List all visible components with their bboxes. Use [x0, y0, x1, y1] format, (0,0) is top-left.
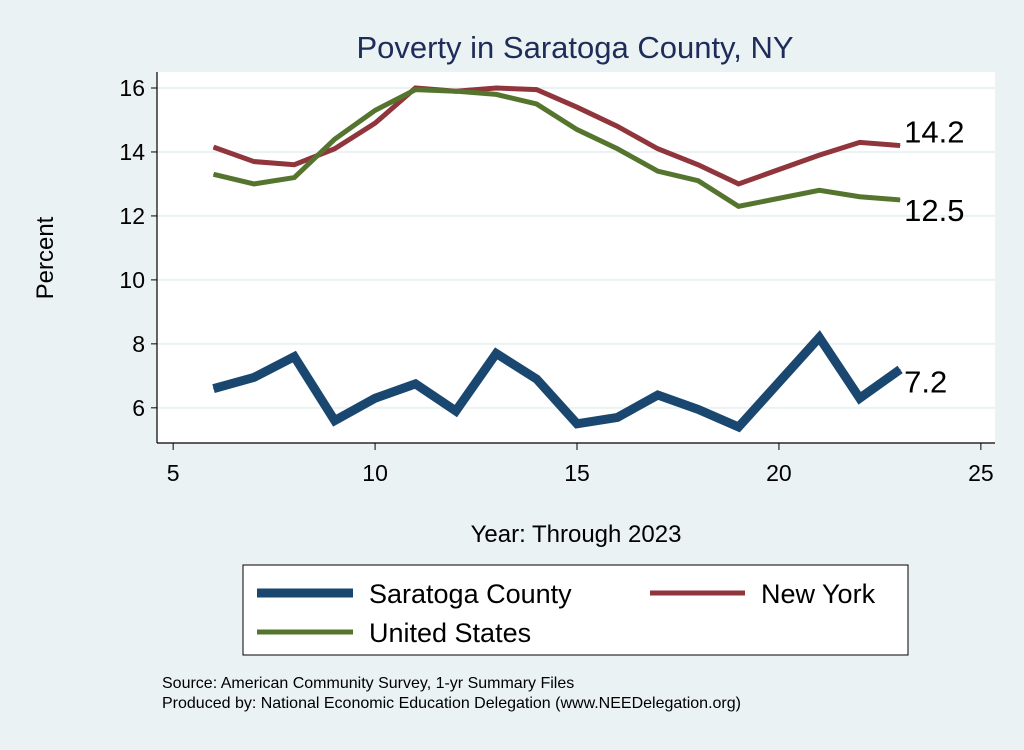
y-tick-label: 8 — [132, 331, 145, 357]
data-point-united-states — [738, 205, 740, 207]
data-point-new-york — [738, 183, 740, 185]
end-label-new-york: 14.2 — [904, 115, 964, 150]
data-point-new-york — [536, 89, 538, 91]
data-point-saratoga — [374, 397, 376, 399]
end-label-saratoga: 7.2 — [904, 364, 947, 399]
data-point-united-states — [293, 177, 295, 179]
x-tick-label: 5 — [167, 460, 180, 486]
data-point-new-york — [859, 141, 861, 143]
data-point-saratoga — [455, 410, 457, 412]
end-label-united-states: 12.5 — [904, 193, 964, 228]
data-point-united-states — [374, 109, 376, 111]
x-axis-label: Year: Through 2023 — [471, 521, 682, 548]
y-tick-label: 12 — [119, 203, 145, 229]
data-point-saratoga — [414, 383, 416, 385]
data-point-new-york — [213, 146, 215, 148]
source-note: Source: American Community Survey, 1-yr … — [162, 675, 574, 692]
data-point-united-states — [576, 129, 578, 131]
x-tick-label: 25 — [968, 460, 994, 486]
y-tick-label: 14 — [119, 139, 145, 165]
data-point-united-states — [616, 148, 618, 150]
data-point-united-states — [253, 183, 255, 185]
legend-label-saratoga: Saratoga County — [369, 579, 572, 609]
produced-note: Produced by: National Economic Education… — [162, 695, 741, 712]
data-point-new-york — [253, 161, 255, 163]
x-tick-label: 20 — [766, 460, 792, 486]
x-tick-label: 10 — [362, 460, 388, 486]
data-point-new-york — [657, 148, 659, 150]
data-point-new-york — [374, 122, 376, 124]
chart-title: Poverty in Saratoga County, NY — [356, 30, 793, 65]
data-point-united-states — [455, 90, 457, 92]
data-point-saratoga — [253, 376, 255, 378]
y-tick-label: 16 — [119, 75, 145, 101]
legend-label-united-states: United States — [369, 618, 531, 648]
data-point-new-york — [616, 125, 618, 127]
data-point-saratoga — [213, 388, 215, 390]
data-point-new-york — [697, 164, 699, 166]
y-tick-label: 6 — [132, 395, 145, 421]
data-point-saratoga — [697, 408, 699, 410]
data-point-saratoga — [576, 423, 578, 425]
data-point-united-states — [657, 170, 659, 172]
data-point-saratoga — [859, 397, 861, 399]
y-tick-label: 10 — [119, 267, 145, 293]
data-point-new-york — [293, 164, 295, 166]
data-point-united-states — [536, 103, 538, 105]
data-point-saratoga — [495, 352, 497, 354]
data-point-saratoga — [334, 420, 336, 422]
data-point-united-states — [818, 189, 820, 191]
data-point-saratoga — [657, 394, 659, 396]
legend-label-new-york: New York — [761, 579, 876, 609]
data-point-united-states — [697, 180, 699, 182]
data-point-saratoga — [738, 426, 740, 428]
data-point-saratoga — [899, 368, 901, 370]
legend-box — [242, 564, 909, 656]
data-point-new-york — [818, 154, 820, 156]
data-point-saratoga — [293, 356, 295, 358]
data-point-saratoga — [616, 416, 618, 418]
data-point-united-states — [899, 199, 901, 201]
data-point-united-states — [414, 89, 416, 91]
legend: Saratoga County New York United States — [242, 564, 909, 656]
data-point-new-york — [495, 87, 497, 89]
data-point-saratoga — [536, 378, 538, 380]
data-point-united-states — [213, 173, 215, 175]
plot-area — [157, 72, 995, 443]
data-point-new-york — [899, 145, 901, 147]
data-point-saratoga — [818, 336, 820, 338]
x-tick-label: 15 — [564, 460, 590, 486]
data-point-new-york — [334, 148, 336, 150]
y-axis-label: Percent — [32, 216, 59, 299]
data-point-new-york — [576, 106, 578, 108]
data-point-united-states — [859, 196, 861, 198]
data-point-united-states — [495, 93, 497, 95]
data-point-united-states — [334, 138, 336, 140]
